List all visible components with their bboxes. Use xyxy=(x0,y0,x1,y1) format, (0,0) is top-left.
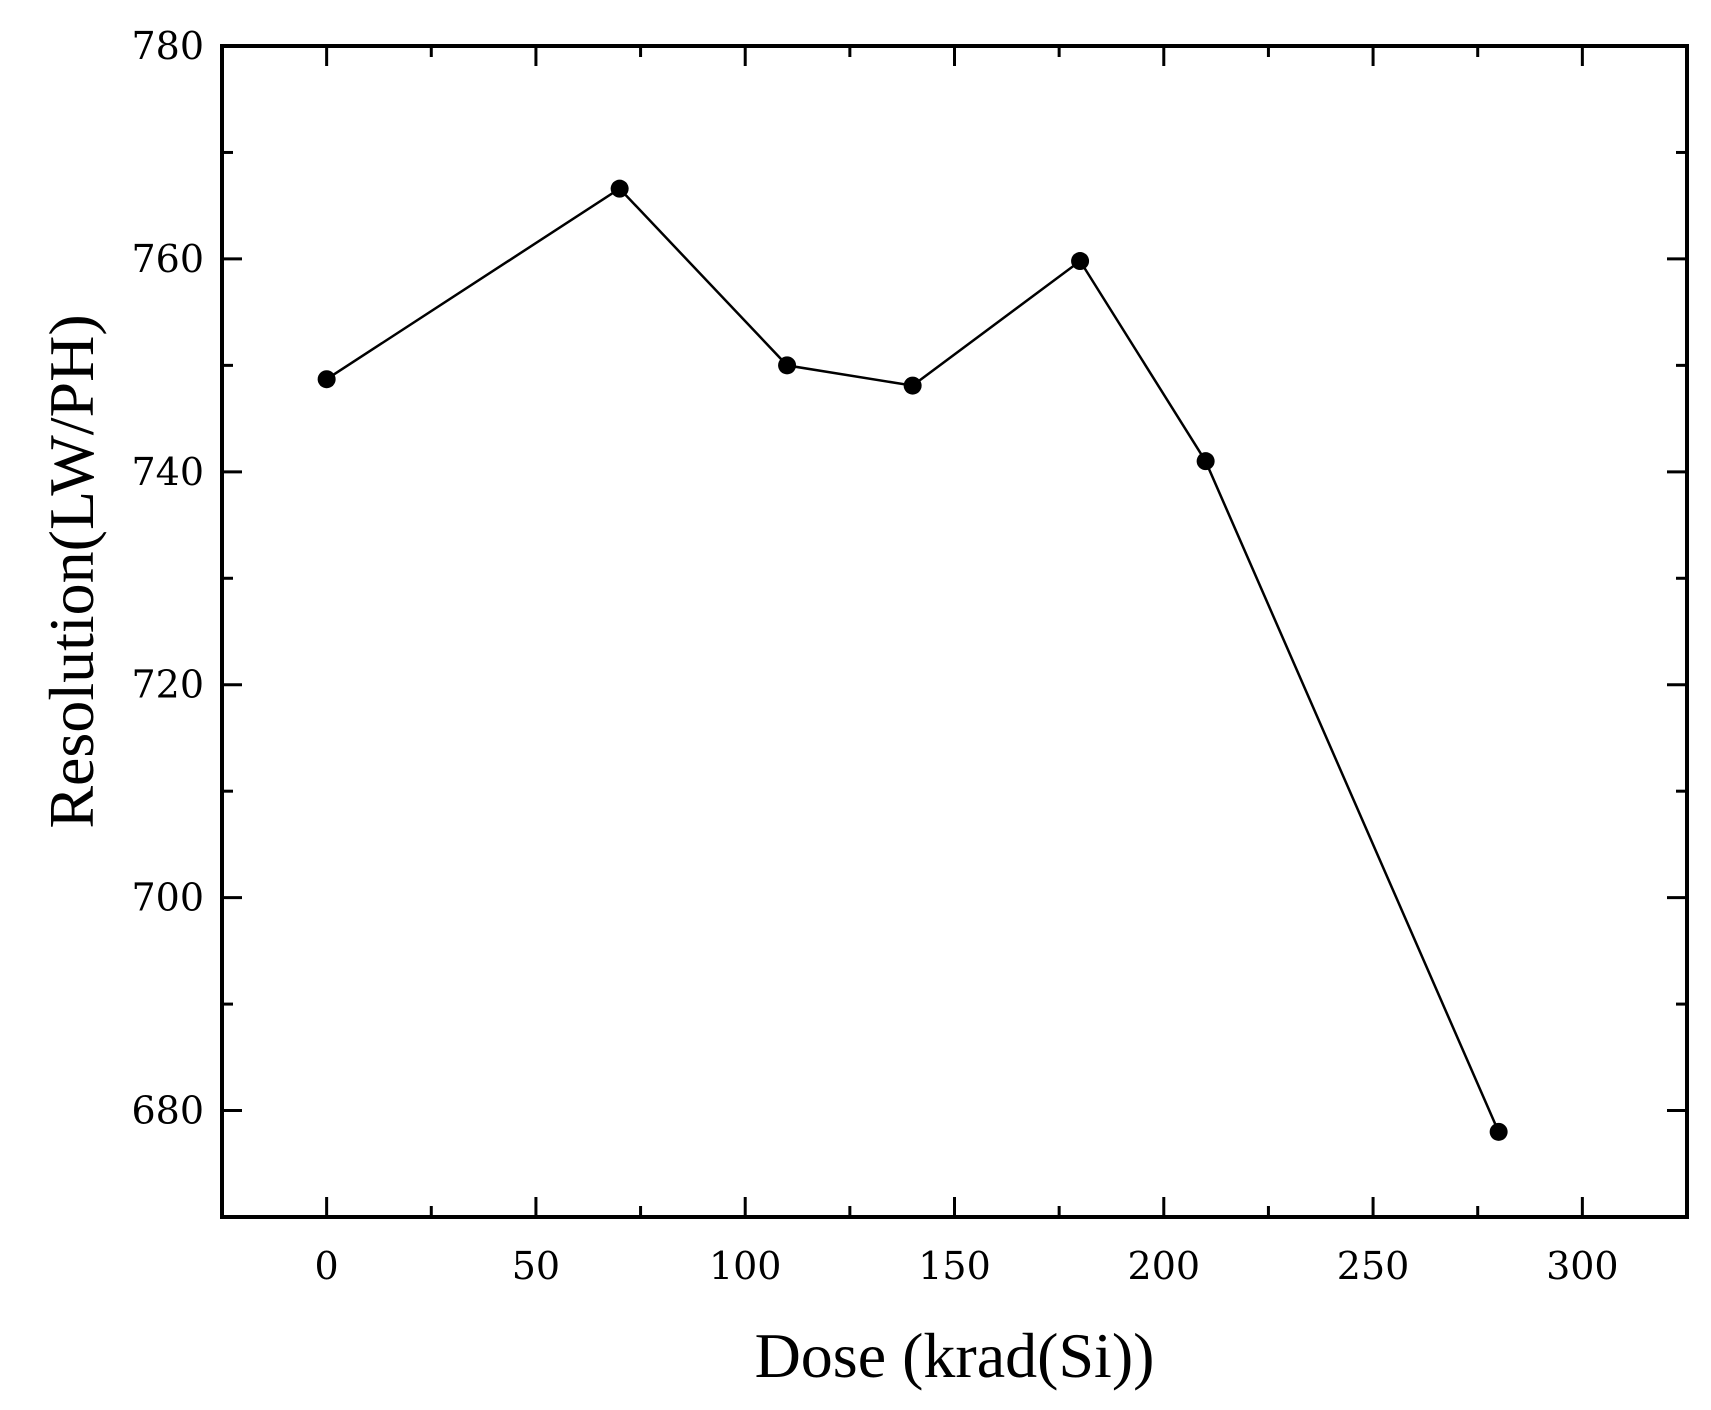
y-tick-label: 760 xyxy=(131,237,204,281)
y-axis-title: Resolution(LW/PH) xyxy=(36,314,107,828)
y-tick-label: 700 xyxy=(131,876,204,920)
data-point xyxy=(1071,252,1090,271)
x-axis-title: Dose (krad(Si)) xyxy=(755,1320,1155,1391)
data-point xyxy=(610,179,629,198)
series-layer xyxy=(317,179,1508,1141)
data-point xyxy=(1196,452,1215,471)
y-tick-label: 740 xyxy=(131,450,204,494)
x-tick-label: 250 xyxy=(1337,1244,1410,1288)
plot-frame xyxy=(220,44,1689,1219)
x-tick-label: 150 xyxy=(918,1244,991,1288)
tick-labels-layer: 0 50 100 150 200 250 300 680 700 720 740 760 780 xyxy=(131,24,1618,1288)
x-tick-label: 100 xyxy=(709,1244,782,1288)
series-line xyxy=(325,186,1500,1133)
data-point xyxy=(903,376,922,395)
y-tick-label: 780 xyxy=(131,24,204,68)
y-tick-label: 680 xyxy=(131,1089,204,1133)
data-point xyxy=(778,356,797,375)
x-tick-label: 200 xyxy=(1128,1244,1201,1288)
x-tick-label: 300 xyxy=(1546,1244,1619,1288)
data-point xyxy=(1489,1122,1508,1141)
ticks-layer xyxy=(222,44,1687,1217)
x-tick-label: 50 xyxy=(512,1244,560,1288)
data-point xyxy=(317,370,336,389)
y-tick-label: 720 xyxy=(131,663,204,707)
x-tick-label: 0 xyxy=(315,1244,339,1288)
